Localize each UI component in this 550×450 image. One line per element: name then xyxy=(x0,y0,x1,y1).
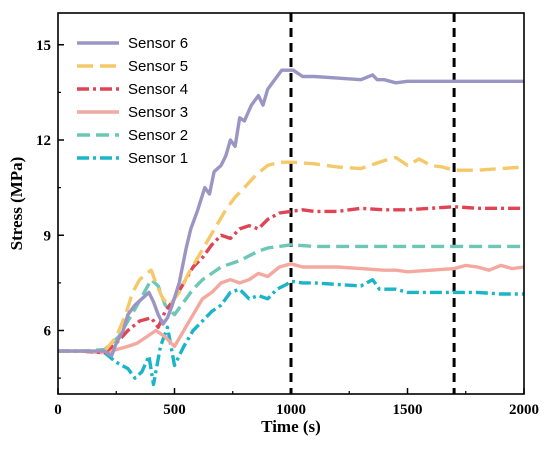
legend-label: Sensor 1 xyxy=(128,150,188,167)
y-axis-title: Stress (MPa) xyxy=(7,157,26,251)
y-tick-label: 6 xyxy=(44,324,52,340)
x-tick-label: 1000 xyxy=(276,402,306,418)
series-line-sensor-3 xyxy=(58,262,525,355)
x-tick-label: 500 xyxy=(163,402,186,418)
y-tick-label: 9 xyxy=(44,228,52,244)
legend-label: Sensor 6 xyxy=(128,35,188,52)
y-tick-label: 12 xyxy=(36,133,51,149)
legend-label: Sensor 3 xyxy=(128,104,188,121)
series-line-sensor-1 xyxy=(58,278,524,387)
series-line-sensor-4 xyxy=(58,204,524,355)
legend-label: Sensor 4 xyxy=(128,81,188,98)
tick-layer: 0 500 1000 1500 2000 6 9 12 15 xyxy=(36,38,539,418)
legend-label: Sensor 2 xyxy=(128,127,188,144)
x-tick-label: 1500 xyxy=(393,402,423,418)
series-layer xyxy=(58,68,525,387)
legend: Sensor 6 Sensor 5 Sensor 4 Sensor 3 Sensor 2… xyxy=(77,35,188,167)
y-tick-label: 15 xyxy=(36,38,51,54)
x-tick-label: 2000 xyxy=(509,402,539,418)
vertical-marker-layer xyxy=(289,13,456,394)
x-tick-label: 0 xyxy=(54,402,62,418)
legend-label: Sensor 5 xyxy=(128,58,188,75)
series-line-sensor-6 xyxy=(58,68,524,358)
x-axis-title: Time (s) xyxy=(261,417,321,436)
series-line-sensor-5 xyxy=(58,155,525,353)
